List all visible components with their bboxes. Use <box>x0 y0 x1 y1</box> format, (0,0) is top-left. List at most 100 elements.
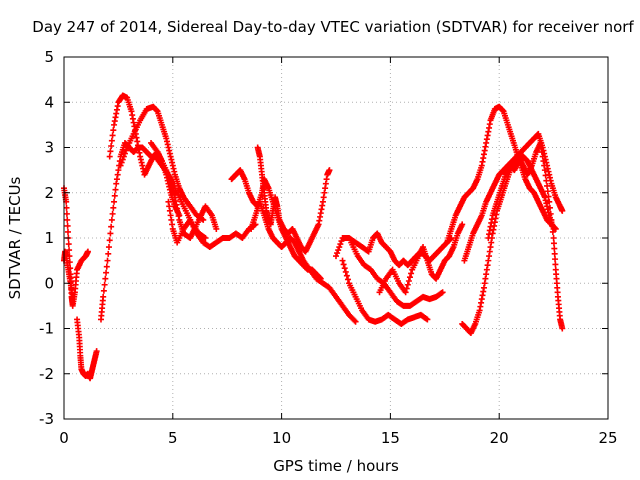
data-point <box>101 281 108 288</box>
data-point <box>559 207 566 214</box>
y-tick-label: 5 <box>44 48 54 66</box>
x-axis-label: GPS time / hours <box>273 457 399 475</box>
series-sat-n <box>348 239 446 309</box>
data-point <box>106 237 113 244</box>
data-point <box>100 293 107 300</box>
data-point <box>123 147 130 154</box>
data-point <box>343 272 350 279</box>
data-point <box>108 223 115 230</box>
data-point <box>405 277 412 284</box>
data-point <box>66 247 73 254</box>
x-tick-label: 25 <box>598 429 617 447</box>
data-point <box>64 228 71 235</box>
data-point <box>439 289 446 296</box>
data-point <box>109 132 116 139</box>
data-point <box>108 142 115 149</box>
data-point <box>326 167 333 174</box>
y-axis-label: SDTVAR / TECUs <box>6 176 24 299</box>
data-point <box>459 221 466 228</box>
data-point <box>107 230 114 237</box>
data-point <box>424 316 431 323</box>
data-point <box>108 137 115 144</box>
grid-layer <box>64 57 608 419</box>
series-sat-f <box>117 103 207 223</box>
data-point <box>64 216 71 223</box>
data-point <box>63 210 70 217</box>
data-points-layer <box>61 92 566 382</box>
y-tick-label: 3 <box>44 139 54 157</box>
data-point <box>110 204 117 211</box>
y-tick-label: -3 <box>39 410 54 428</box>
data-point <box>117 162 124 169</box>
x-tick-label: 5 <box>168 429 178 447</box>
data-point <box>344 276 351 283</box>
data-point <box>104 257 111 264</box>
data-point <box>552 261 559 268</box>
y-tick-label: 0 <box>44 274 54 292</box>
data-point <box>118 159 125 166</box>
data-point <box>102 275 109 282</box>
data-point <box>403 285 410 292</box>
data-point <box>341 265 348 272</box>
data-point <box>338 238 345 245</box>
data-point <box>352 318 359 325</box>
data-point <box>69 293 76 300</box>
data-point <box>336 244 343 251</box>
data-point <box>111 198 118 205</box>
data-point <box>559 325 566 332</box>
series-sat-l <box>333 230 455 269</box>
data-point <box>100 287 107 294</box>
data-point <box>84 248 91 255</box>
data-point <box>544 182 551 189</box>
data-point <box>333 253 339 260</box>
data-point <box>103 269 110 276</box>
x-tick-label: 0 <box>59 429 69 447</box>
data-point <box>342 268 349 275</box>
y-tick-label: 1 <box>44 229 54 247</box>
series-sat-k <box>248 198 359 325</box>
data-point <box>63 204 70 211</box>
y-tick-label: -2 <box>39 365 54 383</box>
chart-title: Day 247 of 2014, Sidereal Day-to-day VTE… <box>32 18 634 36</box>
data-point <box>112 186 119 193</box>
data-point <box>550 235 557 241</box>
series-sat-c <box>74 316 100 382</box>
data-point <box>340 261 347 268</box>
data-point <box>544 188 551 195</box>
data-point <box>550 240 557 247</box>
data-point <box>551 245 558 252</box>
data-point <box>335 247 342 254</box>
data-point <box>110 127 117 134</box>
data-point <box>406 274 413 281</box>
series-sat-a <box>61 185 91 309</box>
data-point <box>119 156 126 163</box>
data-point <box>351 317 358 324</box>
series-sat-s <box>485 153 557 241</box>
x-tick-label: 20 <box>490 429 509 447</box>
series-sat-h <box>165 198 259 251</box>
data-point <box>550 225 557 232</box>
data-point <box>404 281 411 288</box>
series-sat-m <box>339 257 431 327</box>
data-point <box>408 270 415 277</box>
data-point <box>213 225 220 232</box>
data-point <box>105 250 112 257</box>
data-point <box>202 235 209 241</box>
data-point <box>93 348 100 355</box>
data-point <box>108 216 115 223</box>
data-point <box>64 222 71 229</box>
x-tick-label: 10 <box>272 429 291 447</box>
data-point <box>339 257 346 264</box>
ticks-layer: 0 5 10 15 20 25 -3 -2 -1 0 1 2 3 4 5 <box>39 48 618 447</box>
data-point <box>120 153 127 160</box>
data-point <box>402 289 409 296</box>
data-point <box>334 250 341 257</box>
data-point <box>109 210 116 217</box>
data-point <box>111 192 118 199</box>
y-tick-label: -1 <box>39 320 54 338</box>
data-point <box>65 241 72 248</box>
data-point <box>337 241 344 248</box>
series-sat-o <box>376 221 466 296</box>
